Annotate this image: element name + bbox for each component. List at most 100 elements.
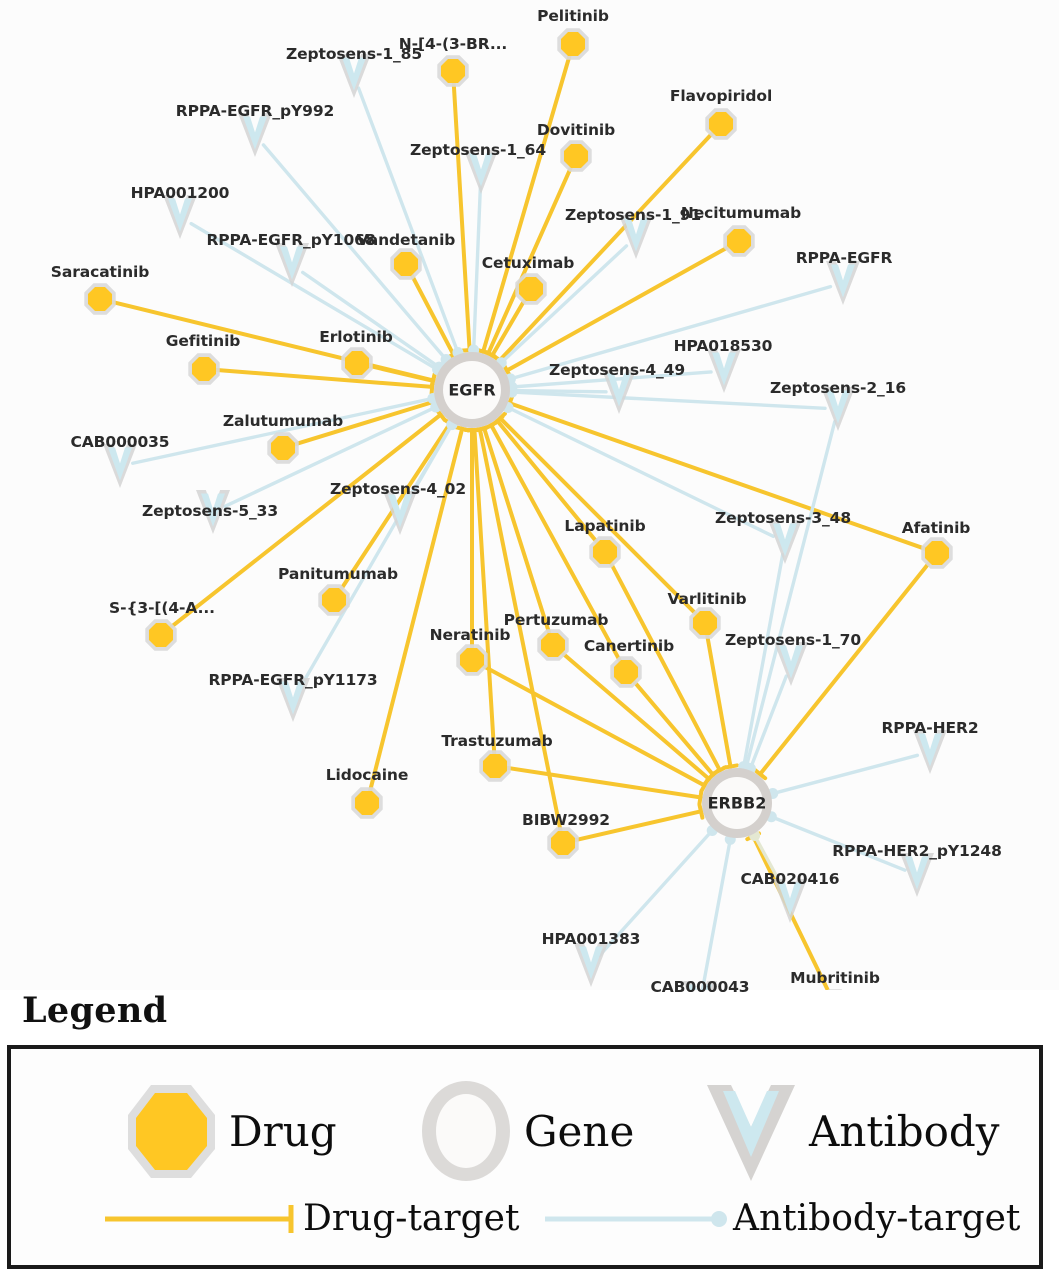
edge-drug-target	[368, 426, 465, 793]
drug-node[interactable]	[589, 536, 621, 568]
drug-octagon-icon	[540, 632, 566, 658]
drug-node[interactable]	[84, 283, 116, 315]
drug-octagon-icon	[270, 435, 296, 461]
drug-node[interactable]	[479, 750, 511, 782]
antibody-node[interactable]	[768, 520, 802, 564]
drug-node-label: Dovitinib	[536, 121, 616, 139]
legend-item-gene: Gene	[416, 1079, 634, 1184]
antibody-node[interactable]	[275, 243, 309, 287]
edge-drug-target	[490, 298, 527, 358]
edge-drug-target	[472, 427, 497, 756]
drug-octagon-icon	[560, 31, 586, 57]
antibody-chevron-icon	[773, 523, 797, 557]
antibody-node[interactable]	[103, 444, 137, 488]
drug-node[interactable]	[560, 140, 592, 172]
drug-target-tbar-marker	[722, 763, 739, 770]
drug-node[interactable]	[351, 787, 383, 819]
drug-node[interactable]	[723, 225, 755, 257]
antibody-node[interactable]	[619, 215, 653, 259]
drug-node[interactable]	[341, 347, 373, 379]
legend-label-antibody-target: Antibody-target	[733, 1198, 1021, 1239]
drug-node[interactable]	[689, 607, 721, 639]
drug-target-tbar-marker	[697, 788, 704, 806]
drug-node-label: Necitumumab	[680, 204, 802, 222]
drug-node-label: Pertuzumab	[503, 611, 609, 629]
antibody-icon	[707, 1085, 795, 1181]
antibody-node[interactable]	[707, 349, 741, 393]
drug-node[interactable]	[705, 108, 737, 140]
edge-antibody-target	[508, 284, 833, 381]
antibody-node[interactable]	[900, 853, 934, 897]
antibody-node-label: HPA001383	[541, 930, 641, 948]
drug-node[interactable]	[145, 619, 177, 651]
edge-drug-target	[609, 561, 722, 773]
drug-octagon-icon	[459, 647, 485, 673]
drug-node-label: Saracatinib	[50, 263, 150, 281]
drug-node[interactable]	[921, 537, 953, 569]
drug-node[interactable]	[610, 656, 642, 688]
edge-antibody-target	[506, 405, 776, 539]
antibody-node-label: RPPA-EGFR	[795, 249, 893, 267]
antibody-node[interactable]	[826, 261, 860, 305]
antibody-node[interactable]	[773, 879, 807, 923]
antibody-node[interactable]	[602, 370, 636, 414]
antibody-node[interactable]	[913, 730, 947, 774]
antibody-node[interactable]	[276, 678, 310, 722]
drug-node[interactable]	[547, 827, 579, 859]
antibody-node[interactable]	[337, 54, 371, 98]
antibody-node[interactable]	[383, 491, 417, 535]
gene-node[interactable]	[702, 768, 772, 838]
antibody-node[interactable]	[774, 642, 808, 686]
drug-target-tbar-marker	[453, 425, 471, 433]
edges-group	[110, 54, 931, 990]
edge-antibody-target	[771, 753, 920, 796]
antibody-node[interactable]	[163, 195, 197, 239]
drug-node-label: Mubritinib	[790, 969, 880, 987]
edge-antibody-target	[748, 674, 788, 771]
antibody-node-label: Zeptosens-1_91	[564, 206, 702, 224]
drug-node[interactable]	[437, 55, 469, 87]
drug-octagon-icon	[692, 610, 718, 636]
drug-node-label: Vandetanib	[356, 231, 456, 249]
drug-node-label: Afatinib	[901, 519, 971, 537]
antibody-node[interactable]	[683, 981, 717, 990]
edge-drug-target	[573, 809, 703, 843]
antibody-node-label: HPA018530	[673, 337, 773, 355]
antibody-node[interactable]	[464, 150, 498, 194]
drug-node-label: Erlotinib	[319, 328, 393, 346]
drug-octagon-icon	[148, 622, 174, 648]
nodes-group	[84, 28, 953, 990]
drug-octagon-icon	[924, 540, 950, 566]
antibody-node[interactable]	[821, 387, 855, 431]
antibody-node[interactable]	[196, 490, 230, 534]
drug-node[interactable]	[557, 28, 589, 60]
antibody-node-label: Zeptosens-1_85	[285, 45, 423, 63]
edge-antibody-target	[741, 553, 785, 769]
antibody-chevron-icon	[905, 856, 929, 890]
antibody-node[interactable]	[238, 113, 272, 157]
edge-antibody-target	[769, 815, 907, 872]
gene-core	[711, 777, 763, 829]
antibody-node-label: RPPA-EGFR_pY1068	[206, 231, 376, 249]
drug-target-tbar-marker	[484, 350, 500, 361]
drug-octagon-icon	[344, 350, 370, 376]
antibody-chevron-icon	[201, 493, 225, 527]
edge-drug-target	[505, 765, 703, 800]
drug-node[interactable]	[390, 248, 422, 280]
drug-target-tbar-marker	[471, 425, 489, 433]
drug-node[interactable]	[456, 644, 488, 676]
edge-antibody-target	[598, 828, 714, 958]
drug-node[interactable]	[515, 273, 547, 305]
drug-node[interactable]	[318, 584, 350, 616]
drug-node[interactable]	[537, 629, 569, 661]
legend-item-drug-target: Drug-target	[101, 1197, 519, 1241]
edge-drug-target	[293, 399, 436, 447]
drug-node[interactable]	[188, 353, 220, 385]
drug-node[interactable]	[819, 989, 850, 990]
gene-node[interactable]	[434, 352, 510, 428]
drug-octagon-icon	[87, 286, 113, 312]
drug-node[interactable]	[267, 432, 299, 464]
antibody-node-label: Zeptosens-4_02	[329, 480, 467, 498]
antibody-chevron-icon	[688, 984, 712, 990]
antibody-node[interactable]	[574, 943, 608, 987]
